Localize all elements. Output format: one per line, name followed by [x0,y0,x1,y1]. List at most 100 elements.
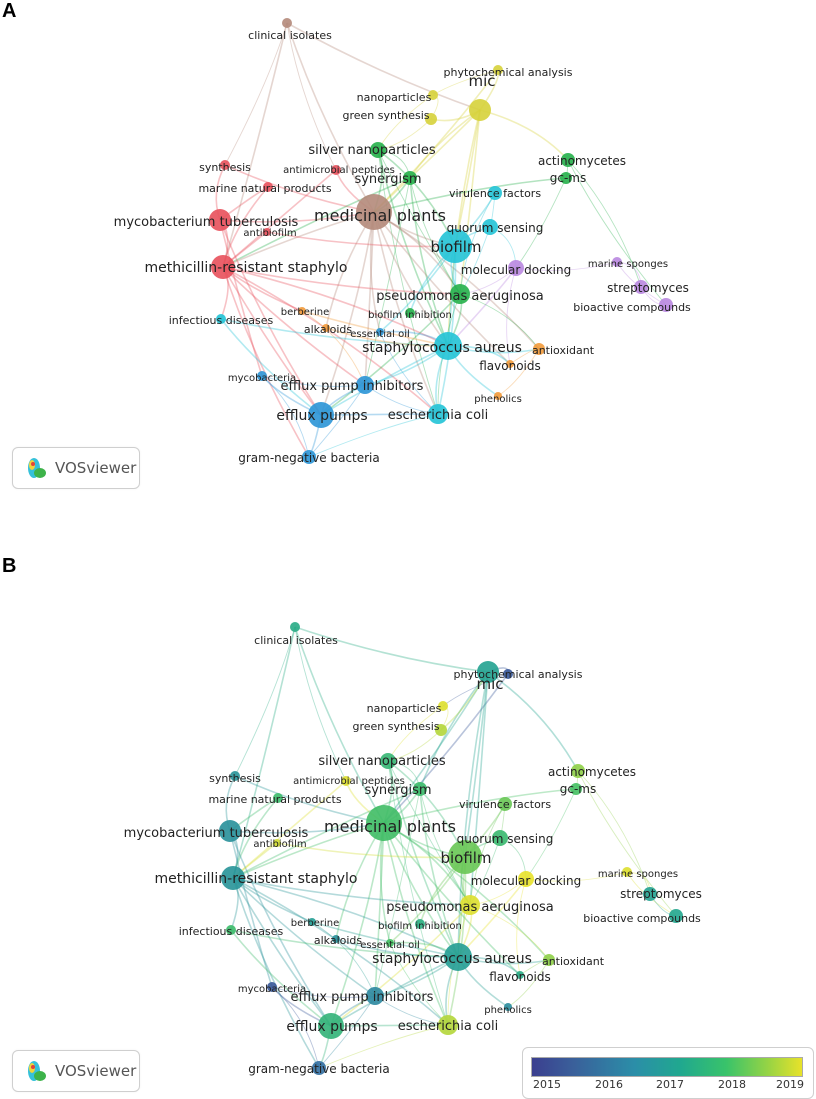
keyword-node-green[interactable] [425,113,437,125]
network-edge [232,877,332,1027]
keyword-node-mrsa[interactable] [211,255,235,279]
keyword-node-virulence[interactable] [488,186,502,200]
keyword-node-synergism[interactable] [403,171,417,185]
network-edge [286,22,337,171]
keyword-node-sponges[interactable] [612,257,622,267]
keyword-node-effluxpumps[interactable] [308,402,334,428]
keyword-node-mtb[interactable] [209,209,231,231]
keyword-node-marine[interactable] [273,793,283,803]
keyword-node-gramneg[interactable] [302,450,316,464]
keyword-node-marine[interactable] [263,182,273,192]
keyword-node-mtb[interactable] [219,820,241,842]
keyword-node-clinical[interactable] [282,18,292,28]
keyword-label-mtb: mycobacterium tuberculosis [114,215,299,230]
keyword-node-actino[interactable] [571,764,585,778]
keyword-node-phenolics[interactable] [494,392,502,400]
keyword-node-essential[interactable] [386,939,394,947]
keyword-node-nano[interactable] [428,90,438,100]
keyword-node-medicinal[interactable] [366,805,402,841]
network-edge [222,266,322,416]
keyword-label-virulence: virulence factors [449,187,541,200]
keyword-node-bioinhib[interactable] [415,919,425,929]
network-edge [506,267,517,365]
keyword-node-amp[interactable] [341,776,351,786]
keyword-node-antioxidant[interactable] [543,954,555,966]
keyword-node-alkaloids[interactable] [332,935,340,943]
keyword-node-flavonoids[interactable] [506,360,514,368]
keyword-node-bioactive[interactable] [659,298,673,312]
keyword-node-phenolics[interactable] [504,1003,512,1011]
keyword-node-silver[interactable] [380,753,396,769]
keyword-node-antibiofilm[interactable] [263,228,271,236]
keyword-node-effluxinh[interactable] [366,987,384,1005]
network-edge [219,211,375,223]
keyword-node-effluxinh[interactable] [356,376,374,394]
keyword-node-phyto[interactable] [493,65,503,75]
keyword-node-saureus[interactable] [434,332,462,360]
keyword-node-alkaloids[interactable] [322,324,330,332]
network-map-overlay-view: clinical isolates phytochemical analysis n… [124,622,702,1076]
keyword-node-pseudo[interactable] [450,284,470,304]
keyword-node-medicinal[interactable] [356,194,392,230]
keyword-node-infectious[interactable] [216,314,226,324]
keyword-node-ecoli[interactable] [438,1015,458,1035]
network-edge [373,211,540,350]
keyword-node-actino[interactable] [561,153,575,167]
keyword-node-green[interactable] [435,724,447,736]
keyword-label-mtb: mycobacterium tuberculosis [124,826,309,841]
keyword-node-phyto[interactable] [503,669,513,679]
keyword-node-virulence[interactable] [498,797,512,811]
keyword-node-bioactive[interactable] [669,909,683,923]
keyword-node-amp[interactable] [331,165,341,175]
keyword-node-biofilm[interactable] [448,840,482,874]
network-edge [271,986,320,1069]
keyword-node-mycobacteria[interactable] [257,371,267,381]
keyword-node-gcms[interactable] [570,783,582,795]
network-edge [222,169,337,268]
keyword-label-strepto: streptomyces [620,887,702,901]
keyword-node-berberine[interactable] [298,307,306,315]
keyword-node-synthesis[interactable] [220,160,230,170]
keyword-node-mic[interactable] [477,661,499,683]
keyword-node-strepto[interactable] [643,887,657,901]
keyword-label-antioxidant: antioxidant [532,344,595,357]
keyword-label-ecoli: escherichia coli [398,1019,499,1034]
network-edge [330,822,385,1027]
keyword-node-effluxpumps[interactable] [318,1013,344,1039]
network-edge [261,375,310,458]
keyword-node-silver[interactable] [370,142,386,158]
keyword-node-flavonoids[interactable] [516,971,524,979]
keyword-node-bioinhib[interactable] [405,308,415,318]
keyword-node-strepto[interactable] [634,280,648,294]
keyword-node-gramneg[interactable] [312,1061,326,1075]
keyword-node-sponges[interactable] [622,867,632,877]
keyword-node-docking[interactable] [518,871,534,887]
keyword-node-biofilm[interactable] [438,229,472,263]
keyword-label-biofilm: biofilm [440,849,491,867]
keyword-node-mic[interactable] [469,99,491,121]
keyword-node-saureus[interactable] [444,943,472,971]
network-edge [232,626,296,879]
keyword-node-infectious[interactable] [226,925,236,935]
keyword-node-ecoli[interactable] [428,404,448,424]
keyword-node-nano[interactable] [438,701,448,711]
keyword-node-docking[interactable] [508,260,524,276]
keyword-node-clinical[interactable] [290,622,300,632]
keyword-node-pseudo[interactable] [460,895,480,915]
network-edge [271,986,376,998]
keyword-node-mycobacteria[interactable] [267,982,277,992]
keyword-node-quorum[interactable] [492,830,508,846]
network-edge [459,109,481,295]
keyword-node-antioxidant[interactable] [533,343,545,355]
keyword-node-mrsa[interactable] [221,866,245,890]
keyword-node-gcms[interactable] [560,172,572,184]
network-edge [232,877,459,958]
keyword-node-synergism[interactable] [413,782,427,796]
keyword-node-synthesis[interactable] [230,771,240,781]
keyword-node-berberine[interactable] [308,918,316,926]
network-edge [294,626,347,782]
keyword-node-essential[interactable] [376,328,384,336]
keyword-node-antibiofilm[interactable] [273,839,281,847]
keyword-node-quorum[interactable] [482,219,498,235]
keyword-label-biofilm: biofilm [430,238,481,256]
